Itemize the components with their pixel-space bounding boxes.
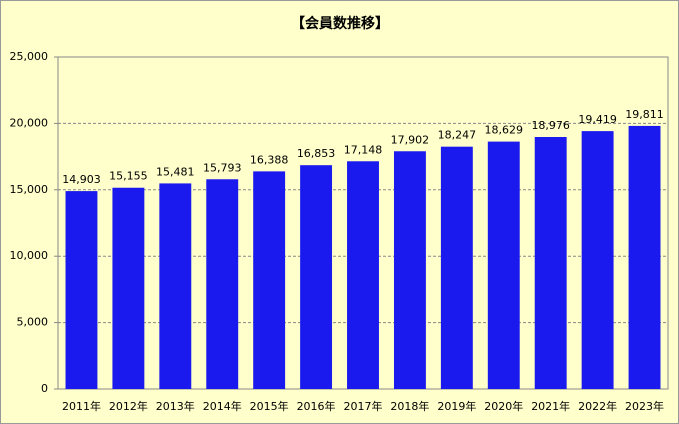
x-tick-label: 2012年 — [109, 399, 148, 413]
y-tick-label: 20,000 — [10, 116, 49, 129]
bar — [300, 165, 333, 389]
value-label: 18,976 — [531, 119, 570, 132]
x-tick-label: 2016年 — [297, 399, 336, 413]
value-label: 19,419 — [578, 113, 617, 126]
bar — [628, 125, 661, 390]
value-label: 16,388 — [250, 153, 289, 166]
value-label: 15,481 — [156, 165, 195, 178]
chart-title: 【会員数推移】 — [291, 15, 389, 32]
x-tick-label: 2019年 — [437, 399, 476, 413]
value-label: 17,148 — [344, 143, 383, 156]
x-tick-label: 2023年 — [625, 399, 664, 413]
value-label: 17,902 — [391, 133, 430, 146]
bar — [487, 141, 520, 389]
value-label: 18,247 — [438, 129, 477, 142]
bar — [347, 161, 379, 389]
bar — [206, 179, 239, 389]
bar — [534, 136, 567, 389]
x-tick-label: 2014年 — [203, 399, 242, 413]
bar — [581, 131, 614, 390]
value-label: 15,793 — [203, 161, 242, 174]
bar — [112, 187, 145, 389]
bar — [159, 183, 192, 389]
x-tick-label: 2015年 — [250, 399, 289, 413]
y-tick-label: 15,000 — [10, 183, 49, 196]
bar — [440, 146, 473, 389]
value-label: 18,629 — [485, 124, 524, 137]
value-label: 15,155 — [109, 170, 148, 183]
y-tick-label: 5,000 — [17, 316, 49, 329]
y-tick-label: 25,000 — [10, 50, 49, 63]
bar — [393, 151, 426, 389]
value-label: 16,853 — [297, 147, 336, 160]
x-tick-label: 2011年 — [62, 399, 101, 413]
value-label: 19,811 — [625, 108, 664, 121]
x-tick-label: 2020年 — [484, 399, 523, 413]
x-tick-label: 2013年 — [156, 399, 195, 413]
x-tick-label: 2021年 — [531, 399, 570, 413]
bar — [65, 191, 98, 389]
y-tick-label: 0 — [41, 382, 48, 395]
y-tick-label: 10,000 — [10, 249, 49, 262]
x-tick-label: 2017年 — [344, 399, 383, 413]
x-tick-label: 2018年 — [390, 399, 429, 413]
value-label: 14,903 — [62, 173, 101, 186]
x-tick-label: 2022年 — [578, 399, 617, 413]
bar — [253, 171, 286, 389]
